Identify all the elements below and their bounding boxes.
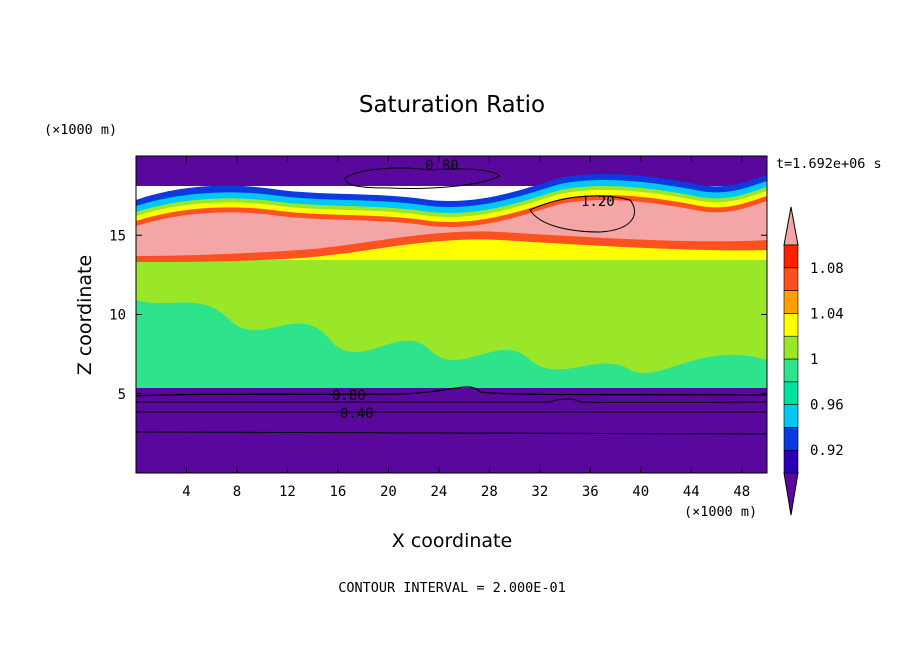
colorbar-label: 1 — [810, 352, 818, 368]
y-tick-label: 10 — [109, 308, 126, 324]
colorbar-swatch — [783, 335, 799, 360]
plot-area — [136, 156, 767, 473]
colorbar: 0.92 0.96 1 1.04 1.08 — [783, 206, 844, 516]
contour-0.60-low — [136, 398, 767, 403]
y-unit-label: (×1000 m) — [44, 122, 117, 138]
x-tick-label: 4 — [182, 484, 190, 500]
colorbar-swatch — [783, 427, 799, 451]
colorbar-arrow-top — [783, 206, 799, 246]
contour-label-top: 0.80 — [425, 158, 459, 174]
colorbar-label: 1.08 — [810, 261, 844, 277]
x-tick-label: 20 — [380, 484, 397, 500]
colorbar-swatch — [783, 244, 799, 269]
x-tick-label: 8 — [233, 484, 241, 500]
colorbar-swatch — [783, 404, 799, 428]
colorbar-arrow-bottom — [783, 472, 799, 516]
contour-0.80-low — [136, 386, 767, 397]
x-tick-label: 28 — [481, 484, 498, 500]
colorbar-swatch — [783, 313, 799, 337]
x-tick-label: 40 — [632, 484, 649, 500]
y-tick-label: 15 — [109, 228, 126, 244]
x-tick-label: 44 — [683, 484, 700, 500]
contour-label-0-40: 0.40 — [340, 406, 374, 422]
band-middle-teal — [136, 300, 767, 388]
x-tick-label: 48 — [733, 484, 750, 500]
x-unit-label: (×1000 m) — [684, 504, 757, 520]
x-axis-title: X coordinate — [392, 530, 512, 552]
contour-0.20-low — [136, 431, 767, 435]
chart-title: Saturation Ratio — [359, 92, 545, 118]
x-tick-label: 36 — [582, 484, 599, 500]
x-axis: 4 8 12 16 20 24 28 32 36 40 44 48 — [182, 156, 750, 500]
colorbar-swatch — [783, 381, 799, 405]
contour-0.80-top — [344, 167, 501, 189]
colorbar-label: 0.92 — [810, 443, 844, 459]
band-low-teal — [136, 382, 767, 388]
band-upper-pink — [136, 200, 767, 256]
contour-1.20 — [529, 195, 635, 233]
contour-label-0-80: 0.80 — [332, 388, 366, 404]
y-axis-title: Z coordinate — [74, 255, 96, 375]
x-tick-label: 32 — [531, 484, 548, 500]
y-tick-label: 5 — [118, 387, 126, 403]
colorbar-swatch — [783, 358, 799, 383]
x-tick-label: 16 — [329, 484, 346, 500]
colorbar-label: 1.04 — [810, 306, 844, 322]
colorbar-swatch — [783, 267, 799, 291]
time-label: t=1.692e+06 s — [776, 156, 882, 172]
colorbar-swatch — [783, 290, 799, 314]
band-lower-purple — [136, 388, 767, 473]
colorbar-label: 0.96 — [810, 398, 844, 414]
colorbar-swatch — [783, 449, 799, 474]
contour-label-1-20: 1.20 — [581, 194, 615, 210]
y-axis: 5 10 15 — [109, 228, 767, 403]
x-tick-label: 24 — [430, 484, 447, 500]
contour-interval-label: CONTOUR INTERVAL = 2.000E-01 — [338, 580, 566, 596]
x-tick-label: 12 — [279, 484, 296, 500]
